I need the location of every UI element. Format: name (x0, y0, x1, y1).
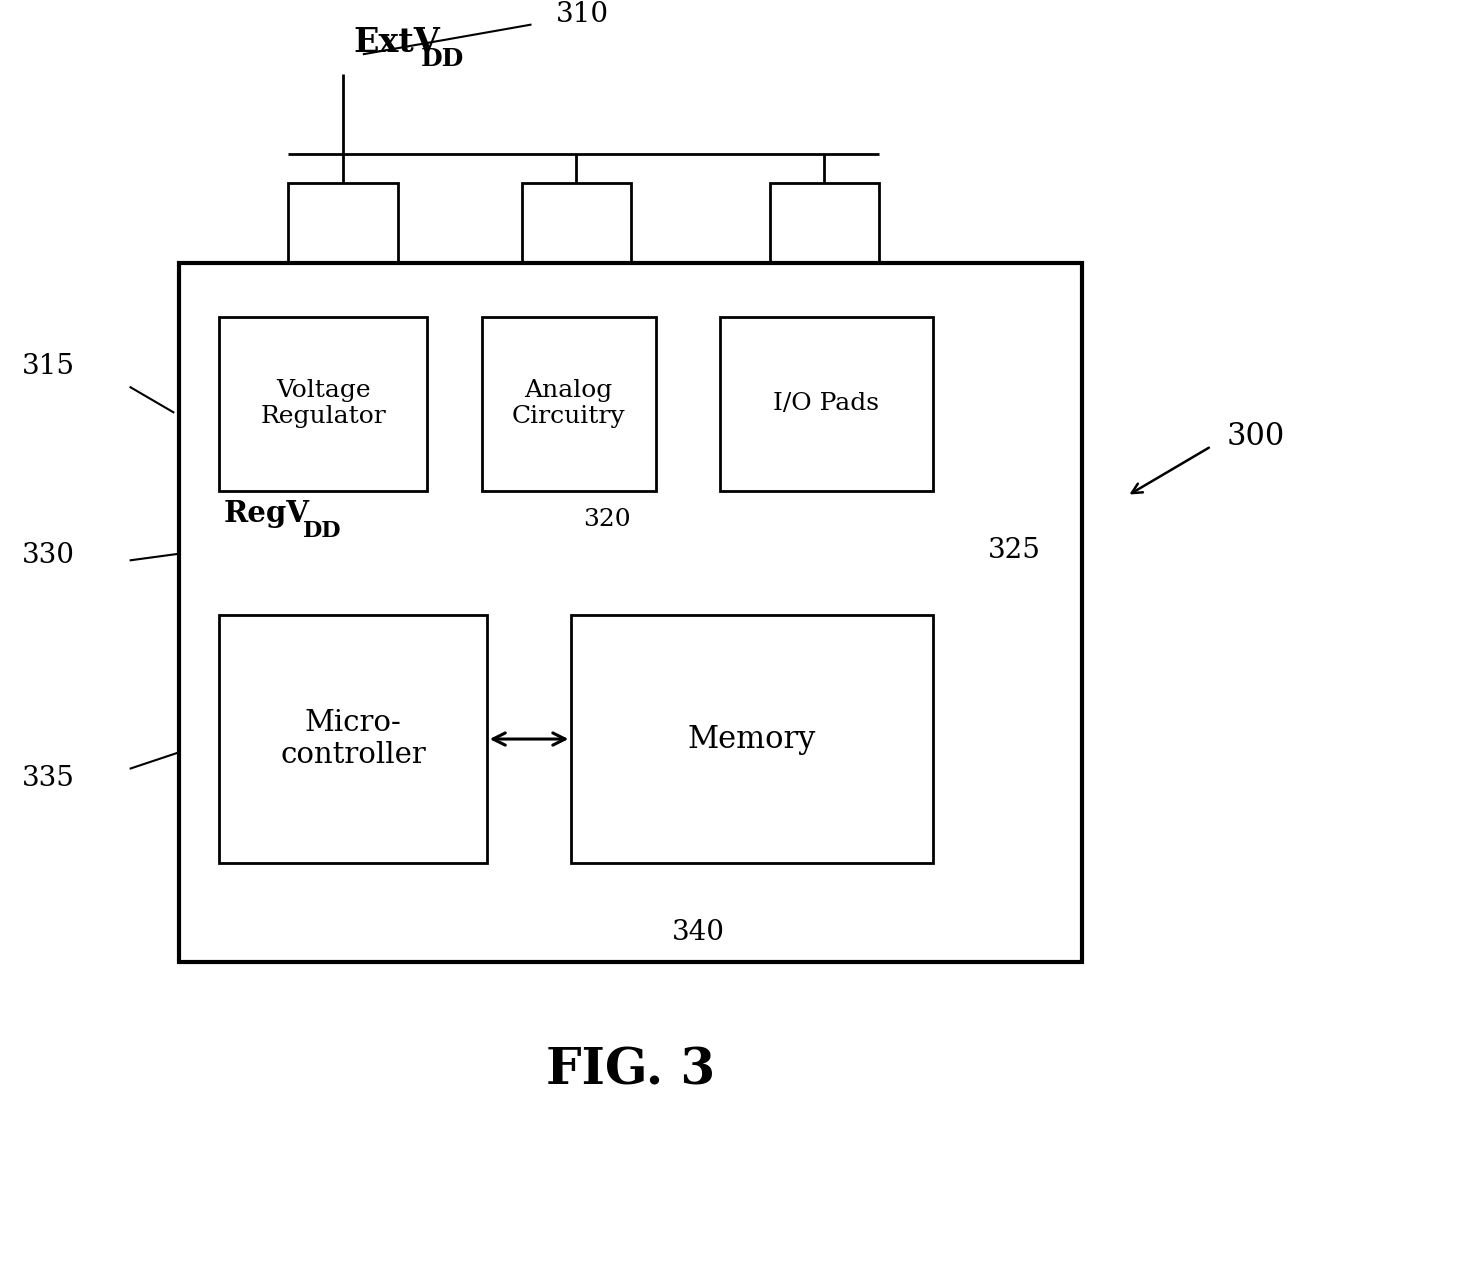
Bar (179, 263, 1083, 962)
Text: 300: 300 (1226, 421, 1284, 452)
Text: 340: 340 (671, 919, 725, 946)
Bar (219, 317, 427, 491)
Text: I/O Pads: I/O Pads (773, 392, 880, 416)
Text: DD: DD (420, 47, 464, 71)
Text: 320: 320 (584, 508, 630, 530)
Text: ExtV: ExtV (353, 27, 439, 59)
Text: Micro-
controller: Micro- controller (280, 709, 426, 769)
Bar (289, 183, 397, 263)
Bar (572, 615, 934, 863)
Bar (770, 183, 878, 263)
Bar (219, 615, 487, 863)
Text: RegV: RegV (223, 499, 309, 528)
Text: Memory: Memory (687, 724, 816, 754)
Bar (481, 317, 655, 491)
Text: Analog
Circuitry: Analog Circuitry (512, 379, 624, 428)
Text: 310: 310 (556, 1, 610, 28)
Text: DD: DD (303, 519, 341, 542)
Bar (721, 317, 934, 491)
Text: 330: 330 (22, 542, 74, 568)
Text: FIG. 3: FIG. 3 (546, 1047, 715, 1096)
Text: 325: 325 (988, 537, 1040, 565)
Text: 335: 335 (22, 765, 74, 792)
Bar (522, 183, 630, 263)
Text: Voltage
Regulator: Voltage Regulator (260, 379, 387, 428)
Text: 315: 315 (22, 354, 74, 380)
